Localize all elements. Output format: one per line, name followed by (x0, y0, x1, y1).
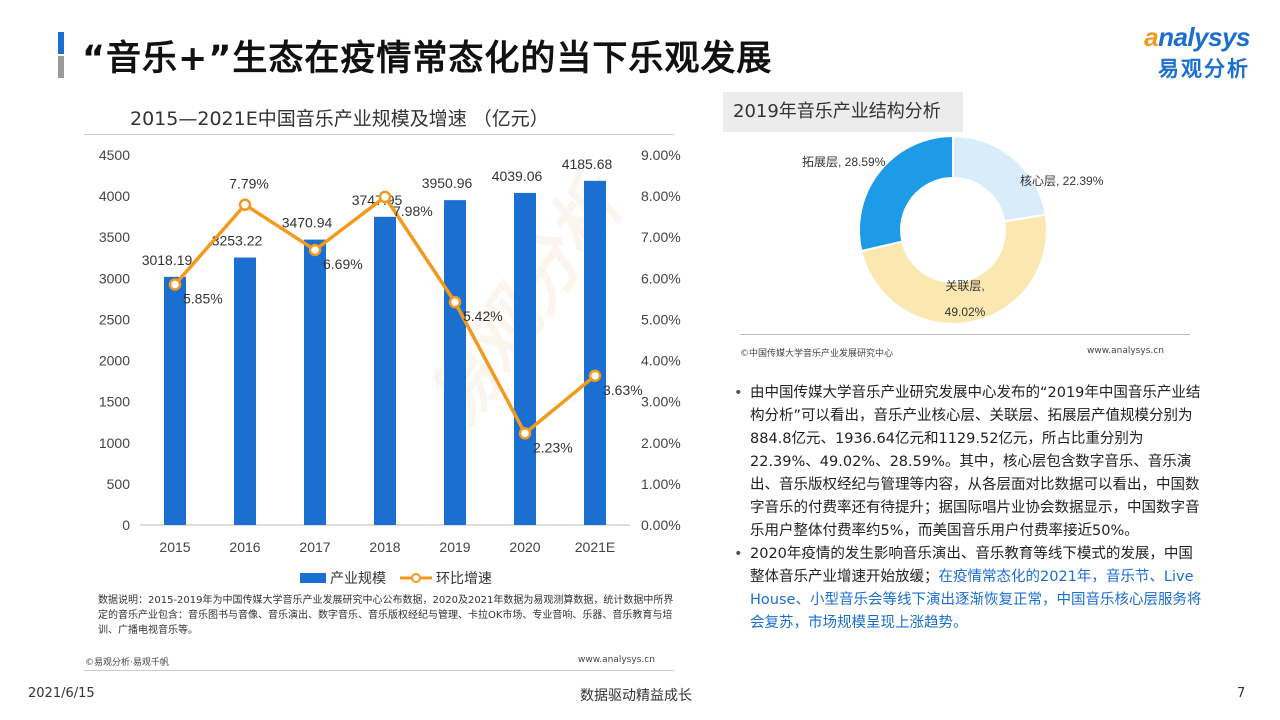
y-left-tick-label: 3000 (99, 270, 130, 286)
growth-rate-point (448, 295, 462, 309)
footer-slogan: 数据驱动精益成长 (580, 688, 692, 704)
footer-date: 2021/6/15 (28, 686, 95, 701)
y-right-tick-label: 1.00% (641, 476, 681, 492)
y-left-tick-label: 4500 (99, 147, 130, 163)
divider (740, 334, 1190, 335)
y-right-tick-label: 4.00% (641, 353, 681, 369)
growth-rate-point (378, 190, 392, 204)
source-label: ©易观分析·易观千帆 (85, 658, 169, 668)
growth-rate-point (168, 278, 182, 291)
growth-rate-point (518, 427, 532, 440)
bar-value-label: 4039.06 (492, 168, 543, 184)
growth-rate-label: 3.63% (603, 382, 643, 398)
y-left-tick-label: 1000 (99, 435, 130, 451)
bar (374, 216, 396, 526)
y-right-tick-label: 2.00% (641, 435, 681, 451)
donut-label-related: 关联层, (945, 279, 984, 293)
growth-rate-label: 7.79% (229, 176, 269, 192)
bar-value-label: 4185.68 (562, 156, 613, 172)
x-tick-label: 2019 (439, 539, 470, 555)
y-left-tick-label: 2000 (99, 353, 130, 369)
legend-line-label: 环比增速 (436, 570, 492, 586)
structure-donut-chart: 核心层, 22.39% 关联层, 49.02% 拓展层, 28.59% (802, 134, 1104, 325)
bar-value-label: 3950.96 (422, 175, 473, 191)
bar-value-label: 3470.94 (282, 215, 333, 231)
bar (304, 239, 326, 525)
donut-label-related-value: 49.02% (945, 305, 986, 319)
y-right-tick-label: 7.00% (641, 229, 681, 245)
logo-letter-a: a (1144, 22, 1159, 52)
divider (84, 134, 674, 135)
bullet-highlight: 在疫情常态化的2021年，音乐节、Live House、小型音乐会等线下演出逐渐… (750, 569, 1202, 631)
bar (164, 276, 186, 525)
growth-rate-point (308, 243, 322, 257)
title-accent-bar (58, 32, 64, 78)
y-right-tick-label: 3.00% (641, 394, 681, 410)
donut-title: 2019年音乐产业结构分析 (723, 92, 963, 132)
bullet-text: 2020年疫情的发生影响音乐演出、音乐教育等线下模式的发展，中国整体音乐产业增速… (750, 546, 1193, 585)
bar (584, 180, 606, 525)
bar (514, 192, 536, 525)
bar-value-label: 3018.19 (142, 252, 193, 268)
data-notes: 数据说明：2015-2019年为中国传媒大学音乐产业发展研究中心公布数据，202… (98, 595, 674, 636)
y-left-tick-label: 2500 (99, 311, 130, 327)
donut-label-core: 核心层, 22.39% (1020, 174, 1104, 188)
source-url: www.analysys.cn (578, 655, 655, 665)
growth-rate-point (238, 198, 252, 211)
x-tick-label: 2018 (369, 539, 400, 555)
chart-title: 2015—2021E中国音乐产业规模及增速 （亿元） (130, 108, 549, 130)
donut-source-url: www.analysys.cn (1087, 346, 1164, 356)
growth-rate-label: 5.42% (463, 308, 503, 324)
y-right-tick-label: 0.00% (641, 517, 681, 533)
y-right-tick-label: 5.00% (641, 311, 681, 327)
y-left-tick-label: 4000 (99, 188, 130, 204)
y-right-tick-label: 8.00% (641, 188, 681, 204)
analysis-bullets: 由中国传媒大学音乐产业研究发展中心发布的“2019年中国音乐产业结构分析”可以看… (732, 382, 1202, 635)
donut-source-label: ©中国传媒大学音乐产业发展研究中心 (740, 349, 894, 359)
growth-rate-label: 2.23% (533, 439, 573, 455)
industry-scale-chart: 0 500 1000 1500 2000 2500 3000 3500 4000 4500 0.00… (99, 147, 681, 586)
page-title: “音乐+”生态在疫情常态化的当下乐观发展 (82, 39, 773, 79)
logo-en-text: nalysys (1158, 22, 1250, 52)
growth-rate-point (588, 369, 602, 383)
legend-line-marker (411, 573, 421, 583)
donut-slice (858, 134, 954, 253)
growth-rate-label: 5.85% (183, 291, 223, 307)
bar (444, 200, 466, 525)
x-tick-label: 2017 (299, 539, 330, 555)
bar (234, 257, 256, 525)
y-right-tick-label: 9.00% (641, 147, 681, 163)
growth-rate-label: 6.69% (323, 256, 363, 272)
y-left-tick-label: 500 (107, 476, 131, 492)
y-left-tick-label: 1500 (99, 394, 130, 410)
analysys-logo: analysys 易观分析 (1120, 22, 1250, 84)
legend-bar-label: 产业规模 (330, 570, 386, 586)
x-tick-label: 2020 (509, 539, 540, 555)
donut-label-expand: 拓展层, 28.59% (802, 155, 886, 169)
divider (84, 670, 674, 671)
bullet-text: 由中国传媒大学音乐产业研究发展中心发布的“2019年中国音乐产业结构分析”可以看… (750, 385, 1201, 539)
page-number: 7 (1237, 686, 1246, 701)
bar-value-label: 3253.22 (212, 233, 263, 249)
y-right-tick-label: 6.00% (641, 270, 681, 286)
x-tick-label: 2016 (229, 539, 260, 555)
y-left-tick-label: 3500 (99, 229, 130, 245)
x-tick-label: 2021E (575, 539, 615, 555)
growth-rate-label: 7.98% (393, 203, 433, 219)
legend-bar-swatch (300, 573, 326, 583)
bullet-item: 由中国传媒大学音乐产业研究发展中心发布的“2019年中国音乐产业结构分析”可以看… (732, 382, 1202, 543)
donut-slice (860, 213, 1048, 325)
x-tick-label: 2015 (159, 539, 190, 555)
logo-cn-text: 易观分析 (1158, 57, 1250, 81)
bullet-item: 2020年疫情的发生影响音乐演出、音乐教育等线下模式的发展，中国整体音乐产业增速… (732, 543, 1202, 635)
y-left-tick-label: 0 (122, 517, 130, 533)
